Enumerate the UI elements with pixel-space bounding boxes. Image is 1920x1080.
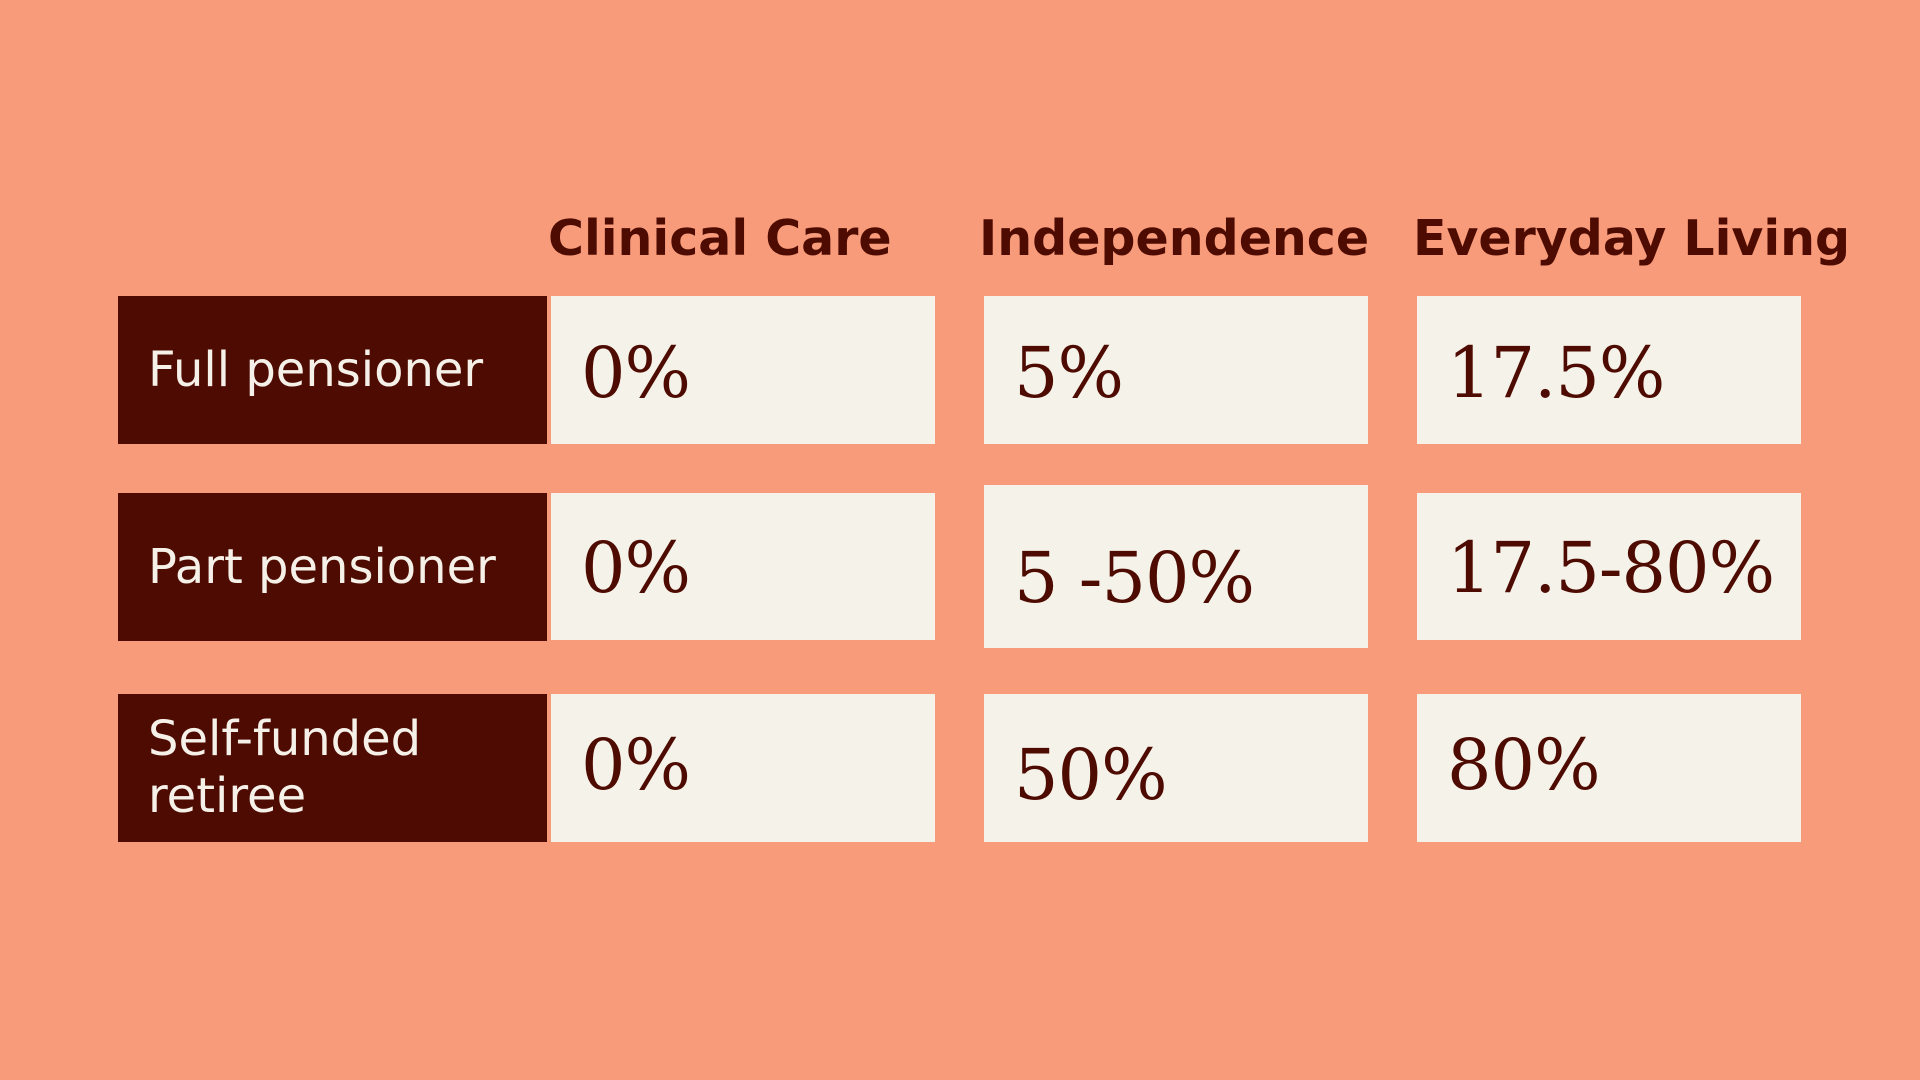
cell-self-funded-retiree-independence: 50% [984, 694, 1368, 842]
cell-full-pensioner-independence: 5% [984, 296, 1368, 444]
cell-full-pensioner-clinical-care: 0% [551, 296, 935, 444]
row-label-part-pensioner: Part pensioner [118, 493, 547, 641]
cell-self-funded-retiree-everyday-living: 80% [1417, 694, 1801, 842]
cell-part-pensioner-independence: 5 -50% [984, 485, 1368, 648]
cell-self-funded-retiree-clinical-care: 0% [551, 694, 935, 842]
column-header-everyday-living: Everyday Living [1413, 210, 1851, 267]
column-header-clinical-care: Clinical Care [548, 210, 892, 267]
column-header-independence: Independence [979, 210, 1370, 267]
cell-part-pensioner-clinical-care: 0% [551, 493, 935, 640]
row-label-full-pensioner: Full pensioner [118, 296, 547, 444]
cell-full-pensioner-everyday-living: 17.5% [1417, 296, 1801, 444]
cell-part-pensioner-everyday-living: 17.5-80% [1417, 493, 1801, 640]
row-label-self-funded-retiree: Self-funded retiree [118, 694, 547, 842]
